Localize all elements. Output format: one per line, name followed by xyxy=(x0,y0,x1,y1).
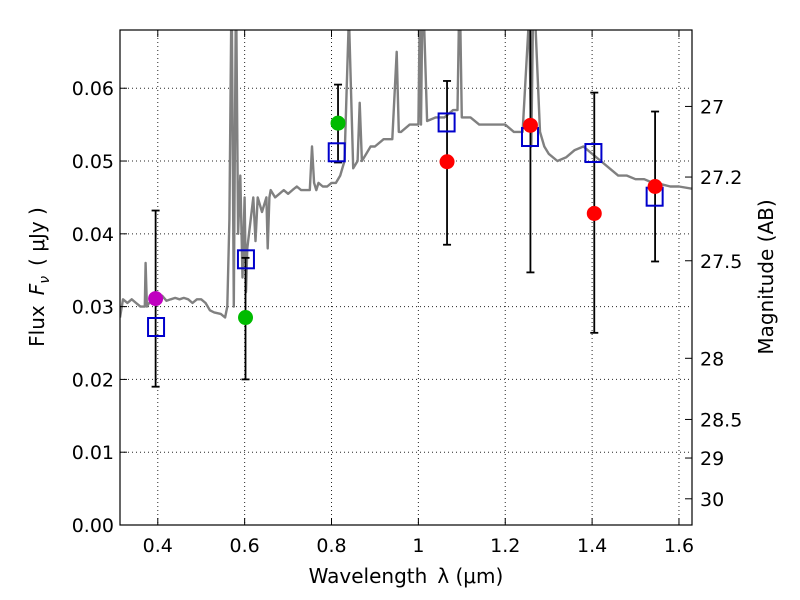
y-axis-label: Flux Fν ( μJy ) xyxy=(25,207,53,347)
x-axis-label-symbol: λ (μm) xyxy=(437,564,503,588)
observed-photometry xyxy=(148,115,663,326)
x-tick-label: 1 xyxy=(412,535,424,557)
y2-tick-label: 30 xyxy=(700,489,724,511)
model-photometry-square xyxy=(437,112,456,133)
plot-frame xyxy=(119,29,693,526)
x-tick-label: 1.2 xyxy=(490,535,520,557)
observed-point xyxy=(647,179,663,195)
x-tick-label: 0.8 xyxy=(316,535,346,557)
x-axis-label: Wavelength λ (μm) xyxy=(309,564,504,588)
spectrum-layer xyxy=(120,30,692,319)
y-tick-label: 0.00 xyxy=(72,515,114,537)
y2-axis-ticks: 27 27.2 27.5 28 28.5 29 30 xyxy=(685,96,742,511)
y2-tick-label: 27.5 xyxy=(700,251,742,273)
x-axis-label-text: Wavelength xyxy=(309,564,428,588)
y-tick-label: 0.02 xyxy=(72,369,114,391)
y2-tick-label: 28.5 xyxy=(700,409,742,431)
x-tick-label: 0.4 xyxy=(143,535,173,557)
model-photometry-square xyxy=(236,249,255,270)
y-axis-label-symbol: F xyxy=(25,283,49,295)
model-photometry-square xyxy=(147,317,166,337)
y-axis-label-subscript: ν xyxy=(37,276,53,284)
spectrum-line xyxy=(120,30,692,319)
model-photometry xyxy=(147,112,664,337)
y-axis-label-text: Flux xyxy=(25,305,49,347)
y-axis-label-unit: ( μJy ) xyxy=(25,207,49,266)
y2-tick-label: 29 xyxy=(700,448,724,470)
x-tick-label: 0.6 xyxy=(230,535,260,557)
x-tick-label: 1.4 xyxy=(577,535,607,557)
y-tick-label: 0.04 xyxy=(72,224,114,246)
y2-axis-label: Magnitude (AB) xyxy=(754,199,778,354)
y2-tick-label: 27 xyxy=(700,96,724,118)
observed-point xyxy=(439,154,455,170)
observed-point xyxy=(522,117,538,133)
model-photometry-square xyxy=(584,143,603,164)
y-axis-ticks: 0.00 0.01 0.02 0.03 0.04 0.05 0.06 xyxy=(72,78,127,537)
observed-point xyxy=(330,115,346,131)
x-axis-ticks: 0.4 0.6 0.8 1 1.2 1.4 1.6 xyxy=(143,30,694,557)
y2-tick-label: 27.2 xyxy=(700,167,742,189)
y-tick-label: 0.05 xyxy=(72,151,114,173)
y2-tick-label: 28 xyxy=(700,348,724,370)
y-tick-label: 0.03 xyxy=(72,297,114,319)
y-tick-label: 0.01 xyxy=(72,442,114,464)
observed-point xyxy=(238,310,254,326)
observed-point xyxy=(148,291,164,307)
model-photometry-square xyxy=(327,142,346,163)
grid-lines xyxy=(120,30,692,526)
y-tick-label: 0.06 xyxy=(72,78,114,100)
error-bars xyxy=(151,30,660,388)
observed-point xyxy=(586,205,602,221)
x-tick-label: 1.6 xyxy=(664,535,694,557)
